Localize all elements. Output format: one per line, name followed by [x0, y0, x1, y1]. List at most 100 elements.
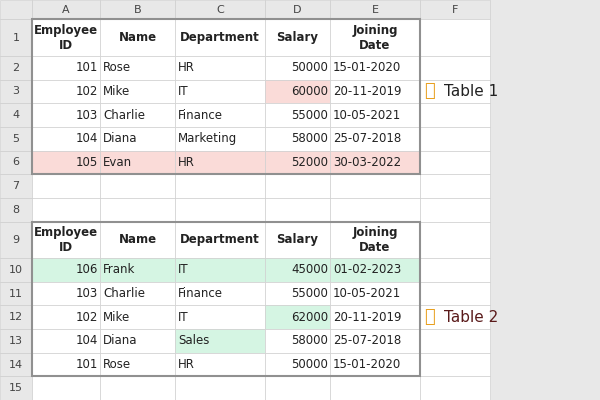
Text: Joining
Date: Joining Date — [352, 226, 398, 254]
Bar — [175, 198, 265, 222]
Bar — [0, 258, 32, 282]
Bar — [175, 0, 265, 19]
Bar — [0, 0, 32, 19]
Bar — [100, 329, 175, 353]
Text: 104: 104 — [76, 334, 98, 347]
Bar — [330, 376, 420, 400]
Text: Department: Department — [180, 233, 260, 246]
Text: 62000: 62000 — [291, 311, 328, 324]
Text: 👉: 👉 — [424, 82, 435, 100]
Bar — [420, 282, 490, 305]
Bar — [175, 19, 265, 56]
Text: Joining
Date: Joining Date — [352, 24, 398, 52]
Text: 10-05-2021: 10-05-2021 — [333, 287, 401, 300]
Text: 8: 8 — [13, 205, 20, 215]
Text: HR: HR — [178, 358, 195, 371]
Bar — [330, 222, 420, 258]
Text: 58000: 58000 — [291, 334, 328, 347]
Text: C: C — [216, 5, 224, 15]
Bar — [265, 282, 330, 305]
Text: Finance: Finance — [178, 108, 223, 122]
Bar — [32, 258, 100, 282]
Bar — [265, 329, 330, 353]
Text: 6: 6 — [13, 157, 19, 167]
Bar — [265, 80, 330, 103]
Bar — [0, 0, 490, 400]
Bar — [420, 305, 490, 329]
Bar — [175, 222, 265, 258]
Text: 106: 106 — [76, 263, 98, 276]
Text: E: E — [371, 5, 379, 15]
Text: 102: 102 — [76, 85, 98, 98]
Text: 103: 103 — [76, 108, 98, 122]
Text: 104: 104 — [76, 132, 98, 145]
Bar — [265, 56, 330, 80]
Bar — [175, 103, 265, 127]
Text: Mike: Mike — [103, 311, 130, 324]
Bar — [265, 222, 330, 258]
Bar — [32, 198, 100, 222]
Bar — [420, 198, 490, 222]
Bar — [32, 376, 100, 400]
Text: 1: 1 — [13, 33, 19, 43]
Bar — [100, 222, 175, 258]
Bar — [265, 353, 330, 376]
Bar — [420, 222, 490, 258]
Bar — [32, 329, 100, 353]
Text: 20-11-2019: 20-11-2019 — [333, 311, 401, 324]
Bar — [175, 150, 265, 174]
Text: 20-11-2019: 20-11-2019 — [333, 85, 401, 98]
Bar — [420, 19, 490, 56]
Text: B: B — [134, 5, 142, 15]
Bar — [32, 80, 100, 103]
Text: Sales: Sales — [178, 334, 209, 347]
Bar — [32, 222, 420, 376]
Bar — [100, 80, 175, 103]
Text: 105: 105 — [76, 156, 98, 169]
Bar — [32, 56, 100, 80]
Text: Charlie: Charlie — [103, 287, 145, 300]
Bar — [0, 56, 32, 80]
Bar — [420, 353, 490, 376]
Bar — [32, 0, 100, 19]
Text: HR: HR — [178, 156, 195, 169]
Bar — [100, 103, 175, 127]
Bar — [0, 103, 32, 127]
Text: 7: 7 — [13, 181, 20, 191]
Bar — [265, 258, 330, 282]
Bar — [330, 0, 420, 19]
Bar — [175, 353, 265, 376]
Bar — [265, 198, 330, 222]
Text: Employee
ID: Employee ID — [34, 24, 98, 52]
Bar — [420, 103, 490, 127]
Text: IT: IT — [178, 311, 188, 324]
Text: Table 2: Table 2 — [444, 310, 498, 325]
Text: Rose: Rose — [103, 358, 131, 371]
Text: 25-07-2018: 25-07-2018 — [333, 334, 401, 347]
Text: 101: 101 — [76, 61, 98, 74]
Bar — [175, 127, 265, 150]
Bar — [420, 376, 490, 400]
Bar — [32, 150, 100, 174]
Bar — [330, 282, 420, 305]
Text: Charlie: Charlie — [103, 108, 145, 122]
Text: 10: 10 — [9, 265, 23, 275]
Text: 58000: 58000 — [291, 132, 328, 145]
Bar — [420, 174, 490, 198]
Bar — [0, 376, 32, 400]
Text: 3: 3 — [13, 86, 19, 96]
Text: 2: 2 — [13, 63, 20, 73]
Text: Table 1: Table 1 — [444, 84, 498, 99]
Text: Name: Name — [118, 31, 157, 44]
Bar — [420, 150, 490, 174]
Text: 01-02-2023: 01-02-2023 — [333, 263, 401, 276]
Bar — [100, 19, 175, 56]
Bar — [100, 127, 175, 150]
Bar — [330, 80, 420, 103]
Bar — [420, 80, 490, 103]
Bar — [330, 56, 420, 80]
Bar — [330, 329, 420, 353]
Text: Rose: Rose — [103, 61, 131, 74]
Bar — [0, 353, 32, 376]
Bar — [265, 305, 330, 329]
